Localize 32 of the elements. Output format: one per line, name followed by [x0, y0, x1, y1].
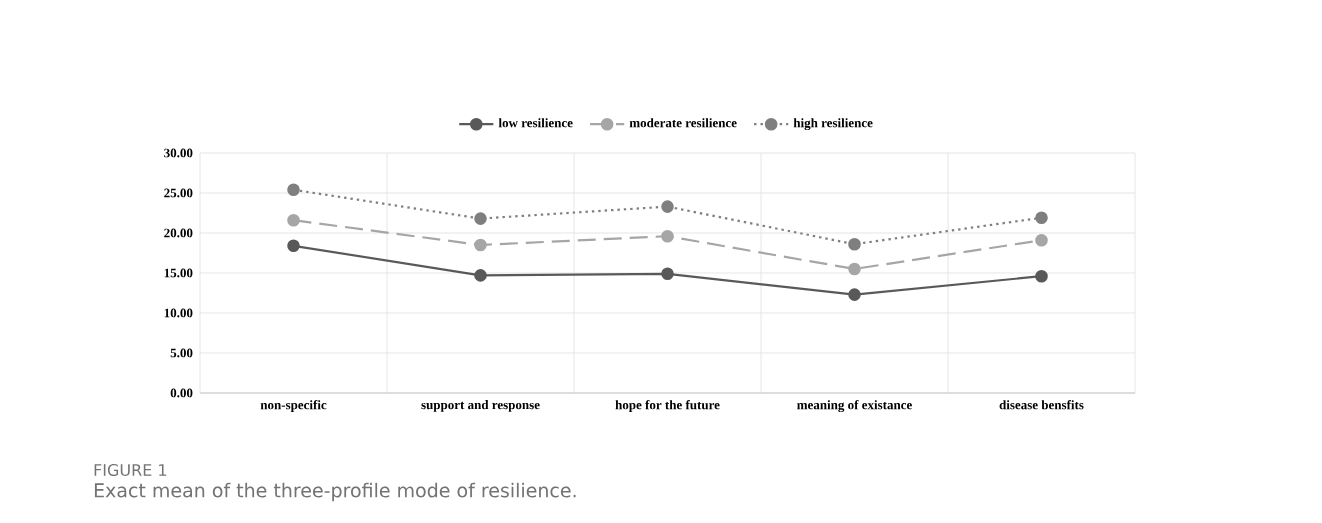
point	[474, 269, 487, 282]
point	[661, 267, 674, 281]
point	[1035, 211, 1048, 225]
point	[474, 212, 487, 225]
y-tick-label: 20.00	[164, 228, 193, 238]
point	[661, 200, 674, 213]
point	[287, 183, 300, 197]
x-tick-label: support and response	[421, 400, 540, 412]
y-tick-label: 25.00	[164, 188, 193, 198]
legend-label: low resilience	[498, 118, 573, 128]
legend-label: high resilience	[793, 118, 873, 131]
point	[661, 229, 674, 243]
text: Exact mean of the three-profile mode of resilience.	[94, 482, 576, 502]
y-tick-label: 30.00	[164, 148, 193, 158]
point	[474, 238, 487, 252]
point	[287, 239, 300, 253]
y-tick-label: 0.00	[170, 388, 193, 398]
point	[848, 288, 861, 301]
x-tick-label: non-specific	[260, 400, 327, 412]
point	[848, 262, 861, 276]
caption: FIGURE 1	[94, 463, 167, 477]
y-tick-label: 10.00	[164, 308, 193, 318]
x-tick-label: meaning of existance	[797, 400, 912, 413]
point	[848, 237, 861, 251]
point	[1035, 269, 1048, 283]
y-tick-label: 15.00	[164, 268, 193, 278]
x-tick-label: disease bensfits	[999, 400, 1084, 410]
x-tick-label: hope for the future	[615, 400, 720, 412]
point	[287, 213, 300, 227]
point	[1035, 233, 1048, 247]
y-tick-label: 5.00	[170, 348, 193, 358]
legend-label: moderate resilience	[629, 118, 737, 128]
